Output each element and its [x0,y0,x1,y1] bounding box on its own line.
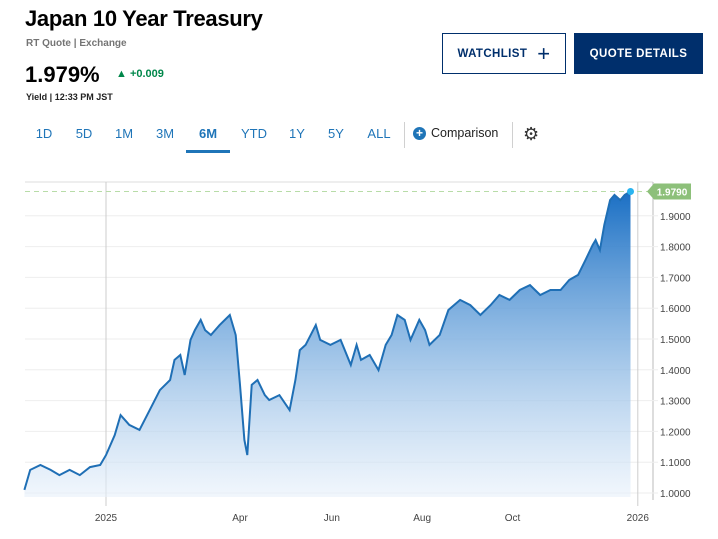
change-value: +0.009 [129,68,164,80]
tab-5d[interactable]: 5D [75,126,93,141]
tab-1d[interactable]: 1D [35,126,53,141]
y-tick-label: 1.1000 [660,458,691,469]
y-tick-label: 1.5000 [660,335,691,346]
quote-meta: Yield | 12:33 PM JST [26,92,113,102]
tab-1m[interactable]: 1M [114,126,134,141]
gear-icon[interactable]: ⚙ [523,124,540,144]
x-tick-label: 2025 [95,513,118,524]
y-tick-label: 1.6000 [660,304,691,315]
last-value-label: 1.9790 [657,187,688,198]
last-value-badge [647,183,691,200]
x-tick-label: Apr [232,513,248,524]
comparison-label: Comparison [431,126,499,140]
y-tick-label: 1.8000 [660,243,691,254]
tab-6m[interactable]: 6M [198,126,218,141]
plus-circle-icon: + [413,126,426,140]
quote-source: RT Quote | Exchange [26,38,127,49]
y-tick-label: 1.4000 [660,366,691,377]
plus-icon: + [537,40,551,66]
x-tick-label: Oct [505,513,521,524]
tab-1y[interactable]: 1Y [289,126,305,141]
active-tab-underline [186,150,230,153]
tab-ytd[interactable]: YTD [241,126,267,141]
price: 1.979% [25,62,100,87]
last-point-marker [627,187,635,195]
series-line [23,190,632,491]
divider [512,122,513,148]
divider [404,122,405,148]
y-tick-label: 1.3000 [660,397,691,408]
y-tick-label: 1.2000 [660,427,691,438]
watchlist-button[interactable]: WATCHLIST + [442,33,566,74]
up-arrow-icon: ▲ [116,68,127,80]
page-title: Japan 10 Year Treasury [25,6,263,31]
y-tick-label: 1.0000 [660,489,691,500]
tab-all[interactable]: ALL [367,126,391,141]
price-change: ▲ +0.009 [116,68,164,80]
area-fill [24,191,631,497]
comparison-button[interactable]: + Comparison [413,126,498,140]
x-tick-label: Aug [413,513,431,524]
quote-details-button[interactable]: QUOTE DETAILS [574,33,703,74]
x-tick-label: Jun [324,513,340,524]
tab-3m[interactable]: 3M [155,126,175,141]
y-tick-label: 1.7000 [660,273,691,284]
watchlist-label: WATCHLIST [457,47,528,60]
tab-5y[interactable]: 5Y [328,126,344,141]
y-tick-label: 1.9000 [660,212,691,223]
x-tick-label: 2026 [627,513,650,524]
